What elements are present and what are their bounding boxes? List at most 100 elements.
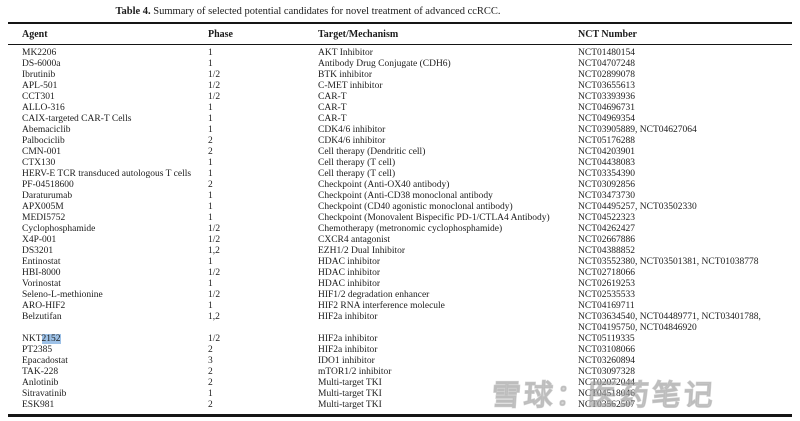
cell-target: HIF2 RNA interference molecule <box>318 301 445 311</box>
cell-agent: Anlotinib <box>22 378 59 388</box>
candidates-table: Agent Phase Target/Mechanism NCT Number … <box>8 22 792 417</box>
cell-target: HDAC inhibitor <box>318 279 381 289</box>
cell-nct: NCT04169711 <box>578 301 635 311</box>
cell-phase: 1,2 <box>208 312 220 322</box>
cell-agent: MEDI5752 <box>22 213 66 223</box>
cell-nct: NCT04696731 <box>578 103 635 113</box>
cell-agent: ARO-HIF2 <box>22 301 66 311</box>
cell-nct: NCT03905889, NCT04627064 <box>578 125 697 135</box>
table-row: APX005M 1 Checkpoint (CD40 agonistic monoc… <box>22 202 792 213</box>
cell-nct: NCT02072044 <box>578 378 635 388</box>
cell-nct: NCT05119335 <box>578 334 635 344</box>
column-header-target-mechanism: Target/Mechanism <box>318 29 399 40</box>
cell-target: Cell therapy (Dendritic cell) <box>318 147 426 157</box>
cell-agent: CCT301 <box>22 92 55 102</box>
cell-agent: DS-6000a <box>22 59 61 69</box>
cell-agent: CTX130 <box>22 158 56 168</box>
cell-phase: 1/2 <box>208 290 221 300</box>
cell-target: AKT Inhibitor <box>318 48 373 58</box>
cell-target: HDAC inhibitor <box>318 268 381 278</box>
cell-agent: APX005M <box>22 202 64 212</box>
cell-nct: NCT03655613 <box>578 81 635 91</box>
cell-agent: Epacadostat <box>22 356 68 366</box>
cell-phase: 2 <box>208 180 213 190</box>
column-header-nct-number: NCT Number <box>578 29 637 40</box>
table-row: HBI-8000 1/2 HDAC inhibitor NCT02718066 <box>22 268 792 279</box>
table-caption: Table 4. Summary of selected potential c… <box>0 5 616 18</box>
cell-phase: 1/2 <box>208 235 221 245</box>
cell-phase: 1/2 <box>208 334 221 344</box>
table-row: CCT301 1/2 CAR-T NCT03393936 <box>22 92 792 103</box>
table-row: CTX130 1 Cell therapy (T cell) NCT04438083 <box>22 158 792 169</box>
table-row: NKT2152 1/2 HIF2a inhibitor NCT05119335 <box>22 334 792 345</box>
cell-phase: 1 <box>208 213 213 223</box>
cell-phase: 2 <box>208 378 213 388</box>
cell-target: CAR-T <box>318 114 347 124</box>
table-row: ALLO-316 1 CAR-T NCT04696731 <box>22 103 792 114</box>
cell-target: CAR-T <box>318 92 347 102</box>
cell-agent: ALLO-316 <box>22 103 65 113</box>
cell-phase: 2 <box>208 147 213 157</box>
cell-phase: 1 <box>208 389 213 399</box>
cell-phase: 1 <box>208 301 213 311</box>
cell-target: HIF2a inhibitor <box>318 345 378 355</box>
cell-agent: Entinostat <box>22 257 61 267</box>
table-row: Entinostat 1 HDAC inhibitor NCT03552380, NC… <box>22 257 792 268</box>
cell-agent: Cyclophosphamide <box>22 224 96 234</box>
table-caption-text: Summary of selected potential candidates… <box>150 6 501 17</box>
cell-nct: NCT03260894 <box>578 356 635 366</box>
cell-nct: NCT03634540, NCT04489771, NCT03401788, N… <box>578 312 761 333</box>
table-row: Palbociclib 2 CDK4/6 inhibitor NCT05176288 <box>22 136 792 147</box>
cell-target: mTOR1/2 inhibitor <box>318 367 392 377</box>
cell-target: EZH1/2 Dual Inhibitor <box>318 246 406 256</box>
cell-agent: Vorinostat <box>22 279 61 289</box>
table-row: ARO-HIF2 1 HIF2 RNA interference molecule N… <box>22 301 792 312</box>
table-row: MK2206 1 AKT Inhibitor NCT01480154 <box>22 48 792 59</box>
table-row: TAK-228 2 mTOR1/2 inhibitor NCT03097328 <box>22 367 792 378</box>
table-row: HERV-E TCR transduced autologous T cells… <box>22 169 792 180</box>
cell-phase: 1 <box>208 257 213 267</box>
cell-phase: 1/2 <box>208 268 221 278</box>
cell-agent: Palbociclib <box>22 136 65 146</box>
cell-nct: NCT04522323 <box>578 213 635 223</box>
cell-phase: 1/2 <box>208 92 221 102</box>
cell-nct: NCT04969354 <box>578 114 635 124</box>
cell-nct: NCT04518046 <box>578 389 635 399</box>
cell-agent: PF-04518600 <box>22 180 74 190</box>
cell-nct: NCT03562507 <box>578 400 635 410</box>
cell-nct: NCT01480154 <box>578 48 635 58</box>
cell-target: C-MET inhibitor <box>318 81 383 91</box>
cell-phase: 1 <box>208 191 213 201</box>
cell-agent: Seleno-L-methionine <box>22 290 103 300</box>
cell-nct: NCT04203901 <box>578 147 635 157</box>
cell-agent: Daraturumab <box>22 191 73 201</box>
cell-target: Checkpoint (Anti-CD38 monoclonal antibod… <box>318 191 493 201</box>
cell-nct: NCT02619253 <box>578 279 635 289</box>
cell-agent: Abemaciclib <box>22 125 71 135</box>
cell-phase: 1 <box>208 59 213 69</box>
cell-phase: 1 <box>208 169 213 179</box>
cell-nct: NCT03354390 <box>578 169 635 179</box>
cell-agent: X4P-001 <box>22 235 57 245</box>
column-header-phase: Phase <box>208 29 233 40</box>
table-row: Belzutifan 1,2 HIF2a inhibitor NCT03634540,… <box>22 312 792 334</box>
cell-target: HIF2a inhibitor <box>318 334 378 344</box>
cell-agent: NKT2152 <box>22 334 61 344</box>
cell-nct: NCT03108066 <box>578 345 635 355</box>
cell-nct: NCT03097328 <box>578 367 635 377</box>
table-caption-label: Table 4. <box>115 6 151 17</box>
cell-target: Checkpoint (Monovalent Bispecific PD-1/C… <box>318 213 550 223</box>
table-row: CMN-001 2 Cell therapy (Dendritic cell) NCT… <box>22 147 792 158</box>
table-row: MEDI5752 1 Checkpoint (Monovalent Bispecif… <box>22 213 792 224</box>
table-row: APL-501 1/2 C-MET inhibitor NCT03655613 <box>22 81 792 92</box>
cell-agent: DS3201 <box>22 246 54 256</box>
cell-agent: TAK-228 <box>22 367 59 377</box>
table-row: PT2385 2 HIF2a inhibitor NCT03108066 <box>22 345 792 356</box>
cell-phase: 3 <box>208 356 213 366</box>
table-row: Vorinostat 1 HDAC inhibitor NCT02619253 <box>22 279 792 290</box>
cell-phase: 2 <box>208 345 213 355</box>
cell-agent: Ibrutinib <box>22 70 56 80</box>
cell-target: CAR-T <box>318 103 347 113</box>
cell-target: Antibody Drug Conjugate (CDH6) <box>318 59 451 69</box>
